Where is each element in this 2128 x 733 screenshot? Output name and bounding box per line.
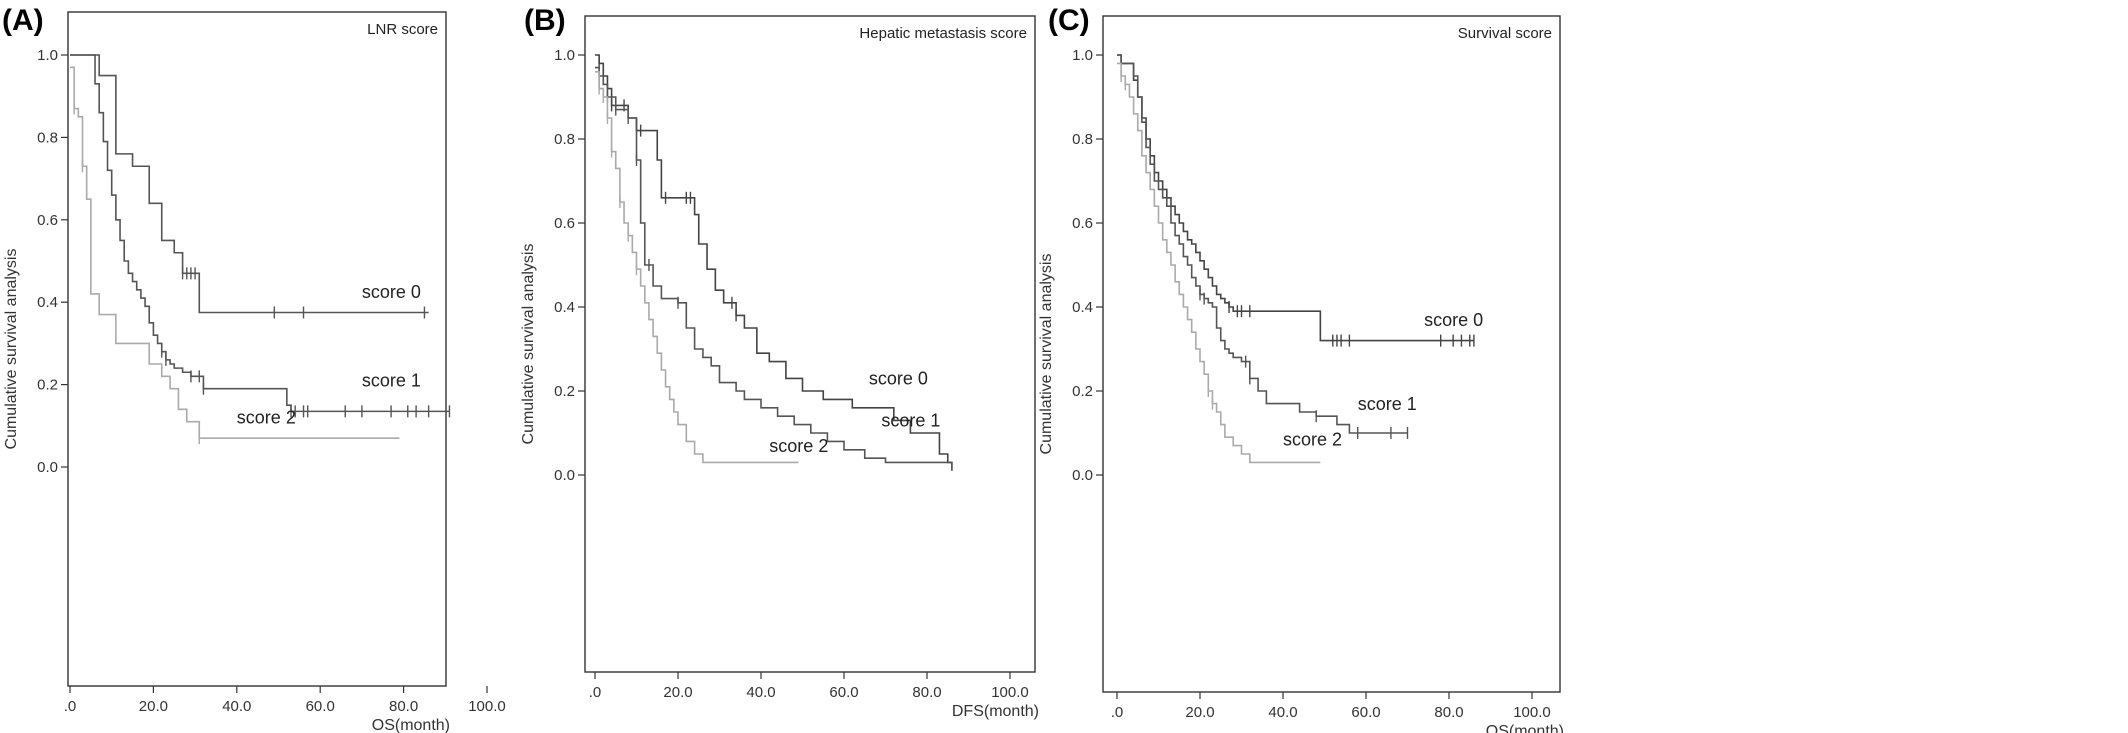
chart-title: LNR score [367,21,438,38]
series-score-1: score 1 [595,66,952,464]
series-label: score 1 [1358,394,1417,414]
x-axis-label: DFS(month) [952,703,1039,720]
y-tick-label: 0.2 [554,383,575,400]
x-tick-label: 100.0 [468,698,506,715]
series-score-0: score 0 [1117,54,1483,347]
y-tick-label: 0.6 [554,215,575,232]
survival-curve [1117,54,1474,342]
x-tick-label: .0 [64,698,77,715]
x-tick-label: 20.0 [1185,704,1214,721]
y-tick-label: 0.6 [1072,215,1093,232]
x-tick-label: 40.0 [746,684,775,701]
y-tick-label: 0.4 [554,299,575,316]
series-score-2: score 2 [70,66,400,445]
panel-1: (A) LNR score 0.0 0.2 0.4 0.6 0.8 1.0 .0 20.0 40.0… [2,4,506,733]
survival-curve [595,71,799,464]
x-tick-label: 80.0 [912,684,941,701]
x-axis-label: OS(month) [1486,723,1564,733]
x-tick-label: 80.0 [1434,704,1463,721]
chart-title: Hepatic metastasis score [859,25,1027,42]
series-label: score 2 [1283,430,1342,450]
x-tick-label: 20.0 [139,698,168,715]
x-tick-label: 60.0 [829,684,858,701]
series-label: score 1 [881,411,940,431]
series-score-0: score 0 [70,54,429,319]
series-score-1: score 1 [70,54,451,418]
x-tick-label: .0 [1111,704,1124,721]
plot-frame [67,11,447,687]
y-tick-label: 0.2 [1072,383,1093,400]
chart-title: Survival score [1458,25,1552,42]
y-tick-label: 0.0 [37,459,58,476]
y-tick-label: 0.8 [554,131,575,148]
panel-3: (C) Survival score 0.0 0.2 0.4 0.6 0.8 1.0 .0 20.… [1038,4,1564,733]
y-tick-label: 0.0 [1072,467,1093,484]
survival-curve [595,54,953,471]
x-tick-label: 20.0 [663,684,692,701]
y-tick-label: 0.6 [37,212,58,229]
y-tick-label: 1.0 [37,47,58,64]
x-tick-label: 60.0 [1351,704,1380,721]
series-label: score 2 [769,436,828,456]
panel-letter: (C) [1048,4,1090,37]
x-tick-label: 100.0 [1513,704,1551,721]
survival-curve [70,54,429,314]
y-axis-label: Cumulative survival analysis [1038,254,1055,455]
x-tick-label: 100.0 [991,684,1029,701]
x-tick-label: 80.0 [389,698,418,715]
series-label: score 2 [237,408,296,428]
series-score-2: score 2 [1117,62,1342,464]
x-tick-label: .0 [589,684,602,701]
series-score-0: score 0 [595,54,953,471]
y-tick-label: 0.8 [1072,131,1093,148]
survival-curve [1117,62,1321,464]
series-label: score 0 [362,282,421,302]
survival-curve [1117,54,1408,434]
y-tick-label: 0.8 [37,129,58,146]
y-tick-label: 0.4 [1072,299,1093,316]
x-tick-label: 40.0 [222,698,251,715]
plot-frame [584,15,1036,673]
series-label: score 0 [1424,310,1483,330]
survival-curve [70,66,400,439]
panel-letter: (B) [524,4,566,37]
panel-2: (B) Hepatic metastasis score 0.0 0.2 0.4 0.6 0… [520,4,1039,720]
panel-letter: (A) [2,4,44,37]
y-axis-label: Cumulative survival analysis [3,249,20,450]
y-tick-label: 1.0 [1072,47,1093,64]
x-tick-label: 60.0 [306,698,335,715]
series-label: score 1 [362,371,421,391]
y-tick-label: 0.0 [554,467,575,484]
y-tick-label: 0.4 [37,294,58,311]
series-label: score 0 [869,369,928,389]
series-score-1: score 1 [1117,54,1417,439]
x-axis-label: OS(month) [372,717,450,733]
y-tick-label: 1.0 [554,47,575,64]
y-axis-label: Cumulative survival analysis [520,244,537,445]
survival-curve [595,66,952,464]
x-tick-label: 40.0 [1268,704,1297,721]
plot-frame [1102,15,1561,693]
series-score-2: score 2 [595,71,828,464]
y-tick-label: 0.2 [37,377,58,394]
survival-curve [70,54,450,413]
